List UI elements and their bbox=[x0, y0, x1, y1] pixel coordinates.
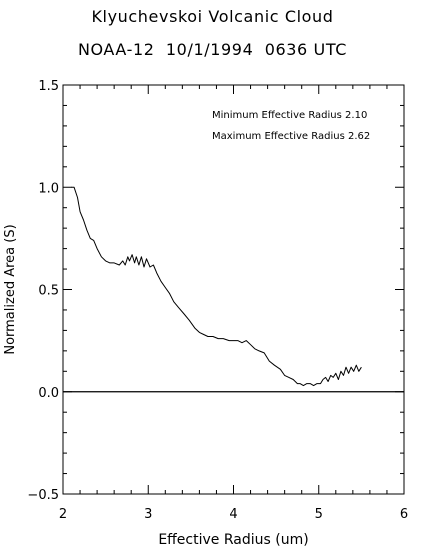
x-tick-label: 3 bbox=[144, 507, 152, 522]
x-tick-label: 4 bbox=[229, 507, 237, 522]
x-tick-label: 5 bbox=[315, 507, 323, 522]
series-layer bbox=[71, 186, 362, 387]
plot-frame bbox=[62, 84, 405, 495]
x-tick-label: 6 bbox=[400, 507, 408, 522]
y-tick-label: 0.5 bbox=[38, 284, 59, 299]
chart-title: Klyuchevskoi Volcanic Cloud bbox=[91, 7, 334, 26]
y-axis-label: Normalized Area (S) bbox=[3, 224, 18, 354]
annotation-text: Maximum Effective Radius 2.62 bbox=[212, 131, 370, 142]
label-layer: 2 3 4 5 6 −0.5 0.0 0.5 1.0 1.5 Minimum Effective R… bbox=[3, 79, 408, 548]
y-tick-label: 1.0 bbox=[38, 181, 59, 196]
axes-layer bbox=[62, 84, 405, 495]
chart-subtitle: NOAA-12 10/1/1994 0636 UTC bbox=[77, 40, 348, 59]
x-tick-label: 2 bbox=[59, 507, 67, 522]
y-tick-label: 1.5 bbox=[38, 79, 59, 94]
x-axis-label: Effective Radius (um) bbox=[158, 532, 308, 548]
series-line bbox=[71, 186, 362, 387]
annotation-text: Minimum Effective Radius 2.10 bbox=[212, 110, 367, 121]
y-tick-label: −0.5 bbox=[27, 488, 59, 503]
y-tick-label: 0.0 bbox=[38, 386, 59, 401]
